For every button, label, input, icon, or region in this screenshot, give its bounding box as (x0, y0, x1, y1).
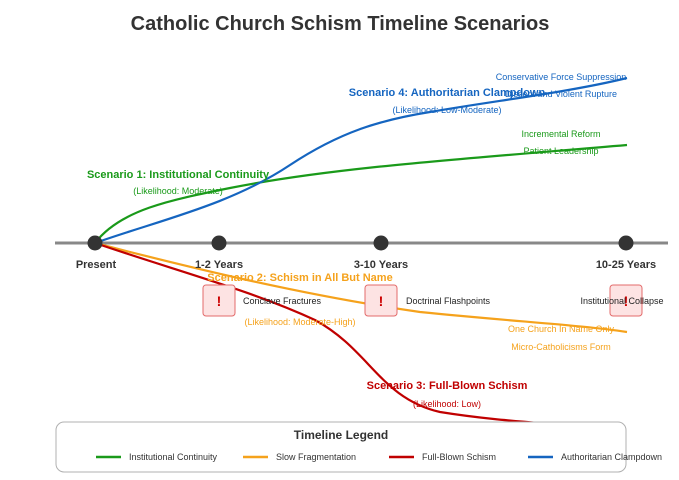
flashpoint-institutional: ! (609, 284, 643, 317)
warning-icon: ! (217, 293, 222, 309)
warning-icon: ! (379, 293, 384, 309)
scenario-4-endpoint-1: Conservative Force Suppression (496, 72, 627, 82)
scenario-4-likelihood: (Likelihood: Low-Moderate) (392, 105, 501, 115)
continuity-curve (94, 143, 628, 244)
flashpoint-label-institutional: Institutional Collapse (580, 296, 663, 306)
flashpoint-box (364, 284, 398, 317)
milestone-label-1-2-years: 1-2 Years (195, 259, 243, 271)
milestone-dot-present (87, 235, 103, 251)
scenario-1-title: Scenario 1: Institutional Continuity (87, 169, 270, 181)
warning-icon: ! (624, 293, 629, 309)
legend-box (55, 421, 627, 473)
milestone-label-present: Present (76, 259, 117, 271)
flashpoint-box (202, 284, 236, 317)
legend-label-fragmentation: Slow Fragmentation (276, 452, 356, 462)
flashpoint-box (609, 284, 643, 317)
scenario-1-endpoint-1: Incremental Reform (521, 129, 600, 139)
legend-label-authoritarian: Authoritarian Clampdown (561, 452, 662, 462)
milestone-dot-3-10-years (373, 235, 389, 251)
scenario-3-likelihood: (Likelihood: Low) (413, 399, 481, 409)
fragmentation-curve (94, 241, 628, 334)
scenario-3-title: Scenario 3: Full-Blown Schism (367, 380, 528, 392)
milestone-dot-10-25-years (618, 235, 634, 251)
milestone-dot-1-2-years (211, 235, 227, 251)
scenario-2-title: Scenario 2: Schism in All But Name (207, 272, 392, 284)
scenario-1-endpoint-2: Patient Leadership (523, 146, 598, 156)
legend: Timeline Legend Institutional Continuity… (55, 421, 662, 473)
legend-title: Timeline Legend (294, 428, 388, 442)
milestone-label-10-25-years: 10-25 Years (596, 259, 656, 271)
authoritarian-curve (94, 76, 628, 245)
scenario-4-endpoint-2: Dissent and Violent Rupture (505, 89, 617, 99)
flashpoint-doctrinal: ! (364, 284, 398, 317)
legend-label-schism: Full-Blown Schism (422, 452, 496, 462)
scenario-4-title: Scenario 4: Authoritarian Clampdown (349, 87, 546, 99)
milestone-label-3-10-years: 3-10 Years (354, 259, 408, 271)
legend-label-continuity: Institutional Continuity (129, 452, 218, 462)
flashpoint-conclave: ! (202, 284, 236, 317)
schism-curve (94, 241, 576, 428)
scenario-2-endpoint-2: Micro-Catholicisms Form (511, 342, 611, 352)
scenario-2-likelihood: (Likelihood: Moderate-High) (244, 317, 355, 327)
diagram-title: Catholic Church Schism Timeline Scenario… (131, 13, 550, 35)
scenario-2-endpoint-1: One Church In Name Only (508, 324, 615, 334)
flashpoint-label-doctrinal: Doctrinal Flashpoints (406, 296, 491, 306)
flashpoint-label-conclave: Conclave Fractures (243, 296, 322, 306)
scenario-1-likelihood: (Likelihood: Moderate) (133, 186, 223, 196)
